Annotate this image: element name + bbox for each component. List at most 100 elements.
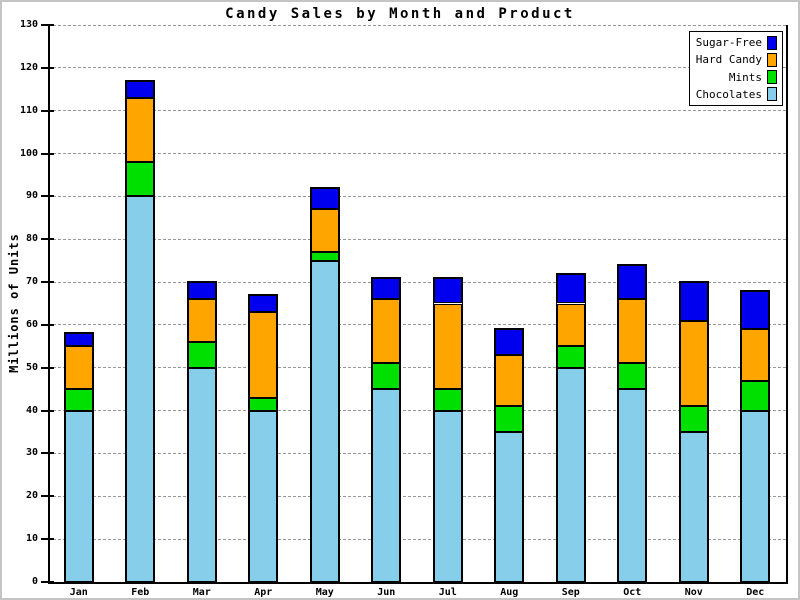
bar-segment-chocolates-oct [618, 389, 647, 582]
legend-swatch-hard-candy [767, 52, 777, 67]
bar-segment-sugar-free-jul [433, 277, 462, 304]
bar-segment-sugar-free-oct [618, 264, 647, 300]
legend-swatch-sugar-free [767, 35, 777, 50]
gridline [48, 452, 786, 454]
bar-segment-sugar-free-feb [126, 80, 155, 98]
bar-segment-chocolates-may [310, 260, 339, 582]
gridline [48, 195, 786, 197]
bar-segment-sugar-free-may [310, 187, 339, 210]
bar-outline-feb [125, 79, 156, 583]
plot-area [48, 25, 788, 584]
bar-segment-chocolates-aug [495, 432, 524, 582]
bar-segment-mints-sep [556, 346, 585, 368]
x-tick-label: Aug [500, 587, 519, 598]
y-tick-label: 120 [19, 61, 38, 73]
y-tick-label: 10 [25, 533, 38, 545]
x-tick-label: Dec [746, 587, 765, 598]
bar-segment-hard-candy-oct [618, 299, 647, 364]
bar-outline-jan [63, 332, 94, 583]
bar-segment-mints-dec [741, 380, 770, 411]
y-tick-mark [41, 281, 54, 284]
gridline [48, 110, 786, 112]
y-tick-mark [41, 238, 54, 241]
bar-segment-hard-candy-dec [741, 329, 770, 381]
bar-segment-sugar-free-jan [64, 333, 93, 347]
bar-segment-mints-aug [495, 406, 524, 433]
y-tick-mark [41, 195, 54, 198]
bar-outline-dec [740, 289, 771, 583]
legend-swatch-mints [767, 70, 777, 85]
bar-segment-hard-candy-may [310, 209, 339, 253]
legend-label: Sugar-Free [695, 36, 762, 50]
gridline [48, 281, 786, 283]
y-tick-mark [41, 109, 54, 112]
bar-outline-oct [617, 263, 648, 583]
bar-segment-sugar-free-aug [495, 329, 524, 355]
chart-title: Candy Sales by Month and Product [225, 6, 575, 22]
bar-segment-hard-candy-aug [495, 354, 524, 407]
x-tick-label: Jan [69, 587, 88, 598]
bar-segment-chocolates-nov [679, 432, 708, 582]
bar-segment-mints-apr [249, 397, 278, 411]
y-tick-mark [41, 538, 54, 541]
gridline [48, 324, 786, 326]
gridline [48, 410, 786, 412]
bar-segment-hard-candy-nov [679, 320, 708, 407]
bar-segment-chocolates-feb [126, 196, 155, 582]
bar-segment-hard-candy-apr [249, 312, 278, 398]
bar-segment-hard-candy-feb [126, 97, 155, 163]
bar-segment-mints-mar [187, 342, 216, 368]
bar-segment-hard-candy-jul [433, 303, 462, 390]
x-tick-label: Apr [254, 587, 273, 598]
legend-item: Hard Candy [692, 51, 777, 68]
y-tick-label: 40 [25, 404, 38, 416]
y-tick-label: 20 [25, 490, 38, 502]
bar-segment-hard-candy-jan [64, 346, 93, 390]
bar-outline-aug [494, 328, 525, 583]
x-tick-label: Feb [131, 587, 150, 598]
bar-segment-chocolates-jan [64, 410, 93, 582]
bar-segment-sugar-free-sep [556, 273, 585, 304]
bar-segment-chocolates-jul [433, 410, 462, 582]
x-tick-label: Mar [192, 587, 211, 598]
y-tick-label: 70 [25, 276, 38, 288]
bar-segment-hard-candy-mar [187, 299, 216, 343]
bar-segment-hard-candy-jun [372, 299, 401, 364]
y-tick-label: 100 [19, 147, 38, 159]
y-tick-mark [41, 24, 54, 26]
bar-segment-mints-may [310, 252, 339, 261]
bar-segment-chocolates-jun [372, 389, 401, 582]
bar-segment-mints-jul [433, 389, 462, 411]
bar-segment-sugar-free-nov [679, 282, 708, 321]
legend-label: Mints [728, 70, 762, 84]
bar-outline-jun [371, 276, 402, 583]
y-tick-label: 80 [25, 233, 38, 245]
y-tick-mark [41, 409, 54, 412]
bar-segment-hard-candy-sep [556, 303, 585, 347]
bar-segment-sugar-free-mar [187, 282, 216, 300]
y-tick-label: 90 [25, 190, 38, 202]
gridline [48, 495, 786, 497]
y-tick-mark [41, 323, 54, 326]
x-tick-label: May [315, 587, 334, 598]
bar-segment-mints-jun [372, 363, 401, 390]
gridline [48, 153, 786, 155]
bar-segment-sugar-free-dec [741, 290, 770, 330]
y-tick-mark [41, 452, 54, 455]
gridline [48, 538, 786, 540]
x-tick-label: Nov [684, 587, 703, 598]
bar-segment-mints-oct [618, 363, 647, 390]
legend-item: Mints [692, 69, 777, 86]
x-tick-label: Jun [377, 587, 396, 598]
y-tick-label: 60 [25, 318, 38, 330]
legend-swatch-chocolates [767, 87, 777, 102]
y-tick-mark [41, 495, 54, 498]
y-tick-label: 110 [19, 104, 38, 116]
legend-label: Chocolates [695, 87, 762, 101]
legend-item: Chocolates [692, 86, 777, 103]
y-tick-label: 50 [25, 361, 38, 373]
bar-outline-nov [678, 281, 709, 583]
legend: Sugar-Free Hard Candy Mints Chocolates [689, 31, 783, 106]
bar-segment-chocolates-sep [556, 367, 585, 582]
